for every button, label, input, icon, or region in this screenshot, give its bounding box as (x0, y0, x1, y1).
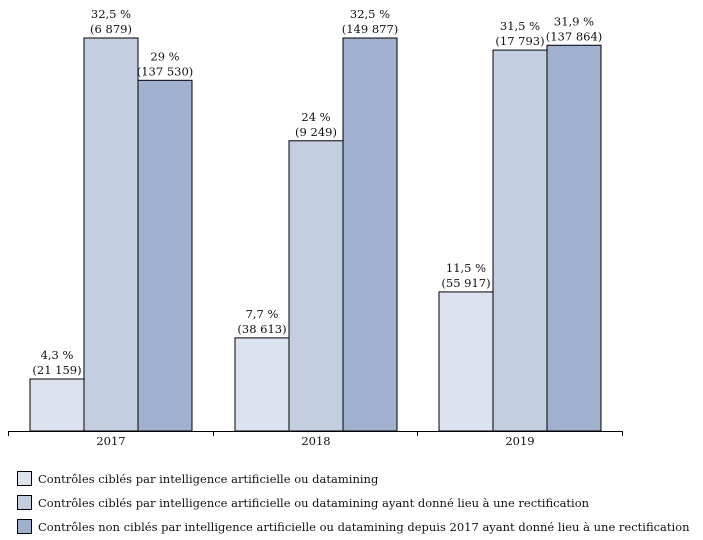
legend-item-targeted: Contrôles ciblés par intelligence artifi… (17, 471, 378, 486)
legend-label: Contrôles ciblés par intelligence artifi… (38, 471, 379, 486)
bar (288, 140, 344, 432)
bar (29, 378, 85, 432)
x-tick-label: 2018 (301, 434, 330, 448)
legend-label: Contrôles ciblés par intelligence artifi… (38, 495, 590, 510)
data-label-count: (137 864) (546, 29, 603, 43)
data-label-percent: 29 % (150, 49, 179, 63)
legend-swatch (17, 495, 32, 510)
data-label-percent: 31,9 % (554, 14, 594, 28)
data-label-percent: 32,5 % (350, 7, 390, 21)
bar (342, 37, 398, 432)
data-label-percent: 31,5 % (500, 19, 540, 33)
legend-item-untargeted-rectified: Contrôles non ciblés par intelligence ar… (17, 519, 690, 534)
bar (234, 337, 290, 432)
bar-chart: 4,3 %(21 159)32,5 %(6 879)29 %(137 530)2… (8, 7, 623, 448)
legend-swatch (17, 471, 32, 486)
data-label-count: (149 877) (342, 22, 399, 36)
data-label-percent: 7,7 % (246, 307, 279, 321)
legend-item-targeted-rectified: Contrôles ciblés par intelligence artifi… (17, 495, 589, 510)
data-label-percent: 11,5 % (446, 261, 486, 275)
data-label-percent: 24 % (301, 110, 330, 124)
x-tick-label: 2017 (96, 434, 125, 448)
legend-swatch (17, 519, 32, 534)
data-label-count: (9 249) (295, 125, 337, 139)
data-label-percent: 32,5 % (91, 7, 131, 21)
data-label-count: (38 613) (237, 322, 286, 336)
data-label-count: (137 530) (137, 64, 194, 78)
data-label-count: (17 793) (495, 34, 544, 48)
data-label-count: (55 917) (441, 276, 490, 290)
bar (546, 44, 602, 432)
bar (83, 37, 139, 432)
x-tick-label: 2019 (505, 434, 534, 448)
bar (492, 49, 548, 432)
data-label-percent: 4,3 % (41, 348, 74, 362)
legend-label: Contrôles non ciblés par intelligence ar… (38, 519, 690, 534)
bar (137, 79, 193, 432)
bar (438, 291, 494, 432)
data-label-count: (21 159) (32, 363, 81, 377)
data-label-count: (6 879) (90, 22, 132, 36)
